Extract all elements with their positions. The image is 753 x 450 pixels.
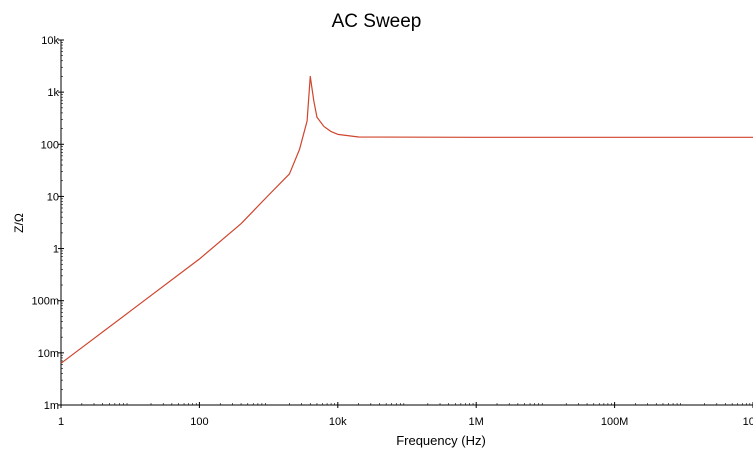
- x-tick-label: 100: [190, 416, 208, 428]
- y-tick-label: 10k: [41, 35, 59, 47]
- y-ticks: 1m 10m 100m 1 10 100 1k 10k: [31, 35, 64, 412]
- x-tick-label: 100M: [601, 416, 629, 428]
- y-tick-label: 10m: [38, 348, 59, 360]
- y-tick-label: 1: [53, 244, 59, 256]
- x-axis-label: Frequency (Hz): [396, 433, 486, 448]
- x-tick-label: 10G: [743, 416, 753, 428]
- impedance-series-line: [60, 75, 753, 364]
- x-tick-label: 1: [58, 416, 64, 428]
- y-tick-label: 1k: [47, 87, 59, 99]
- x-tick-label: 10k: [329, 416, 347, 428]
- y-tick-label: 100: [41, 139, 59, 151]
- x-ticks: 1 100 10k 1M 100M 10G: [58, 402, 753, 428]
- y-tick-label: 100m: [31, 296, 59, 308]
- series-group: [60, 75, 753, 364]
- chart-title: AC Sweep: [331, 11, 422, 32]
- y-tick-label: 1m: [44, 400, 59, 412]
- y-tick-label: 10: [47, 191, 59, 203]
- x-tick-label: 1M: [469, 416, 484, 428]
